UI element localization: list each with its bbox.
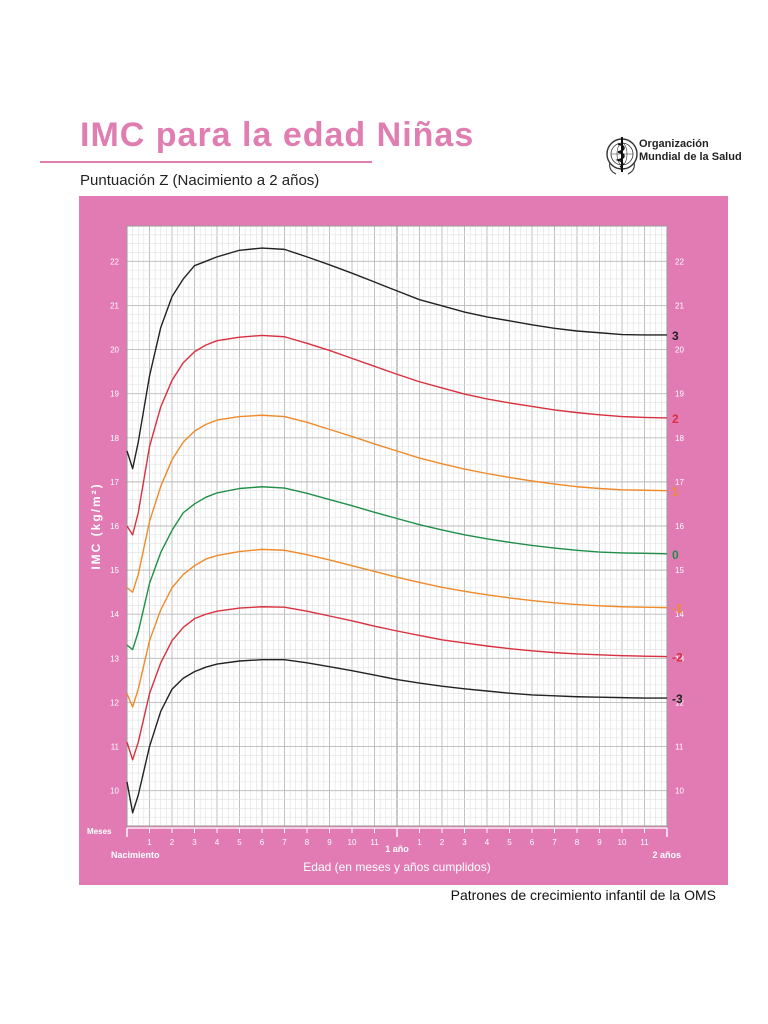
y-tick-label-right: 16 (675, 522, 684, 531)
y-tick-label-left: 14 (110, 610, 119, 619)
x-tick-label: 5 (507, 838, 512, 847)
y-tick-label-left: 10 (110, 787, 119, 796)
series-line-z-1 (126, 548, 668, 708)
y-tick-label-right: 22 (675, 257, 684, 266)
series-line-z1 (126, 414, 668, 593)
y-tick-label-right: 21 (675, 301, 684, 310)
series-line-z-2 (126, 606, 668, 761)
series-label-z3: 3 (672, 329, 679, 343)
x-tick-label: 3 (192, 838, 197, 847)
page-title: IMC para la edad Niñas (80, 116, 475, 154)
y-tick-label-left: 19 (110, 390, 119, 399)
y-tick-label-left: 12 (110, 698, 119, 707)
y-tick-label-right: 10 (675, 787, 684, 796)
x-tick-label: 6 (260, 838, 265, 847)
x-tick-label: 1 (147, 838, 152, 847)
y-tick-label-right: 15 (675, 566, 684, 575)
series-line-z-3 (126, 658, 667, 814)
y-tick-label-left: 16 (110, 522, 119, 531)
who-logo: Organización Mundial de la Salud (606, 132, 742, 184)
series-label-z-3: -3 (672, 692, 683, 706)
series-label-z2: 2 (672, 412, 679, 426)
series-label-z0: 0 (672, 548, 679, 562)
chart-panel: 10 10 11 11 12 12 13 13 14 14 15 15 16 16 17 17 18 18 19 19… (79, 196, 728, 885)
x-year-label: 1 año (385, 844, 409, 854)
x-tick-label: 4 (485, 838, 490, 847)
y-tick-label-right: 19 (675, 390, 684, 399)
y-axis-title: IMC (kg/m²) (89, 482, 103, 569)
y-tick-label-left: 17 (110, 478, 119, 487)
who-org-name: Organización Mundial de la Salud (639, 138, 742, 164)
y-tick-label-right: 18 (675, 434, 684, 443)
x-end-label: 2 años (652, 850, 681, 860)
x-start-label: Nacimiento (111, 850, 160, 860)
x-tick-label: 5 (237, 838, 242, 847)
y-tick-label-left: 11 (111, 743, 120, 752)
y-tick-label-right: 11 (675, 743, 684, 752)
y-tick-label-left: 22 (110, 257, 119, 266)
x-tick-label: 3 (462, 838, 467, 847)
y-tick-label-left: 18 (110, 434, 119, 443)
x-tick-label: 8 (575, 838, 580, 847)
series-line-z3 (126, 247, 667, 470)
x-tick-label: 8 (305, 838, 310, 847)
y-tick-label-left: 21 (110, 301, 119, 310)
x-tick-label: 9 (327, 838, 332, 847)
x-tick-label: 10 (348, 838, 357, 847)
series-line-z2 (126, 334, 668, 536)
x-tick-label: 7 (552, 838, 557, 847)
series-label-z-2: -2 (672, 651, 683, 665)
who-org-line2: Mundial de la Salud (639, 151, 742, 163)
who-org-line1: Organización (639, 138, 709, 150)
x-tick-label: 4 (215, 838, 220, 847)
x-tick-label: 11 (640, 838, 649, 847)
y-tick-label-left: 20 (110, 346, 119, 355)
title-underline (40, 161, 372, 163)
x-tick-label: 2 (170, 838, 175, 847)
page-subtitle: Puntuación Z (Nacimiento a 2 años) (80, 172, 320, 189)
x-tick-label: 10 (618, 838, 627, 847)
x-tick-label: 6 (530, 838, 535, 847)
y-tick-label-right: 17 (675, 478, 684, 487)
x-axis-title: Edad (en meses y años cumplidos) (303, 860, 490, 874)
grid (126, 225, 668, 827)
y-tick-label-left: 15 (110, 566, 119, 575)
y-tick-label-right: 13 (675, 654, 684, 663)
x-tick-label: 2 (440, 838, 445, 847)
series-line-z0 (126, 486, 668, 651)
y-tick-label-right: 14 (675, 610, 684, 619)
x-tick-label: 1 (417, 838, 422, 847)
series-label-z-1: -1 (672, 602, 683, 616)
y-tick-label-right: 20 (675, 346, 684, 355)
x-tick-label: 11 (370, 838, 379, 847)
x-tick-label: 9 (597, 838, 602, 847)
footer-caption: Patrones de crecimiento infantil de la O… (450, 887, 716, 903)
who-emblem-icon (606, 137, 638, 175)
x-unit-label: Meses (87, 827, 112, 836)
series-label-z1: 1 (672, 485, 679, 499)
y-tick-label-right: 12 (675, 698, 684, 707)
x-tick-label: 7 (282, 838, 287, 847)
y-tick-label-left: 13 (110, 654, 119, 663)
